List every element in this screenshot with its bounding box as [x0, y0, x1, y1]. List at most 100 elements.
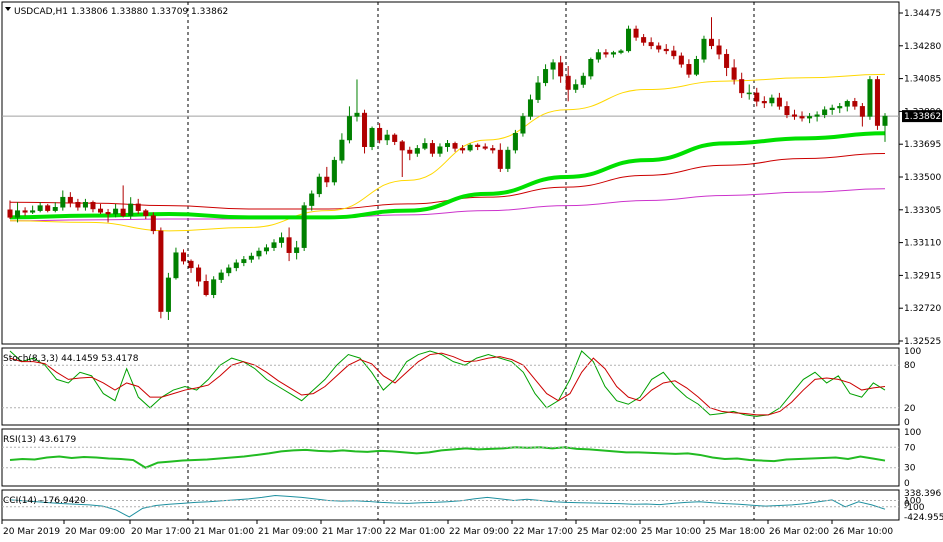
candle[interactable] [37, 202, 43, 213]
candle[interactable] [565, 65, 571, 102]
candle[interactable] [460, 145, 466, 154]
candle[interactable] [52, 202, 58, 213]
candle[interactable] [641, 34, 647, 46]
candle[interactable] [180, 249, 187, 265]
candle[interactable] [663, 44, 669, 55]
candle[interactable] [701, 35, 707, 63]
candle[interactable] [211, 276, 217, 299]
candle[interactable] [686, 59, 692, 78]
candle[interactable] [603, 49, 609, 58]
candle[interactable] [807, 113, 813, 124]
candle[interactable] [384, 129, 390, 146]
candle[interactable] [30, 205, 36, 215]
candles[interactable] [7, 17, 888, 320]
candle[interactable] [60, 190, 66, 211]
candle[interactable] [482, 143, 488, 151]
candle[interactable] [218, 269, 224, 283]
candle[interactable] [814, 111, 820, 122]
candle[interactable] [233, 259, 239, 272]
candle[interactable] [437, 143, 443, 157]
candle[interactable] [648, 37, 654, 50]
candle[interactable] [837, 102, 843, 114]
candle[interactable] [475, 143, 481, 151]
candle[interactable] [105, 208, 111, 223]
candle[interactable] [45, 203, 51, 213]
candle[interactable] [286, 227, 292, 262]
candle[interactable] [279, 232, 285, 248]
candle[interactable] [852, 97, 858, 110]
candle[interactable] [294, 240, 300, 260]
candle[interactable] [301, 202, 307, 252]
candle[interactable] [739, 72, 745, 98]
candle[interactable] [558, 55, 564, 83]
candle[interactable] [90, 200, 96, 213]
candle[interactable] [346, 106, 352, 144]
candle[interactable] [226, 264, 232, 277]
candle[interactable] [746, 84, 752, 100]
candle[interactable] [467, 143, 473, 152]
candle[interactable] [241, 256, 247, 267]
candle[interactable] [716, 39, 722, 60]
candle[interactable] [656, 42, 662, 53]
candle[interactable] [128, 197, 134, 220]
candle[interactable] [444, 139, 451, 152]
candle[interactable] [535, 76, 541, 103]
candle[interactable] [271, 239, 277, 252]
candle[interactable] [392, 133, 398, 146]
candle[interactable] [754, 87, 760, 107]
candle[interactable] [708, 17, 715, 50]
candle[interactable] [844, 99, 850, 112]
candle[interactable] [143, 208, 149, 220]
candle[interactable] [414, 145, 420, 157]
candle[interactable] [512, 129, 518, 154]
candle[interactable] [595, 49, 601, 63]
candle[interactable] [874, 76, 880, 130]
candle[interactable] [724, 49, 730, 77]
candle[interactable] [150, 212, 156, 235]
candle[interactable] [377, 123, 383, 144]
candle[interactable] [203, 274, 209, 297]
candle[interactable] [316, 173, 322, 198]
candle[interactable] [15, 202, 21, 223]
candle[interactable] [527, 94, 533, 120]
candle[interactable] [82, 198, 88, 211]
candle[interactable] [369, 126, 375, 151]
candle[interactable] [867, 76, 873, 120]
candle[interactable] [784, 101, 790, 119]
candle[interactable] [678, 52, 684, 68]
candle[interactable] [490, 145, 496, 154]
candle[interactable] [769, 94, 775, 107]
candle[interactable] [505, 146, 511, 172]
candle[interactable] [422, 138, 428, 151]
candle[interactable] [799, 111, 805, 122]
candle[interactable] [98, 203, 104, 215]
candle[interactable] [610, 50, 616, 58]
candle[interactable] [158, 227, 164, 319]
candle[interactable] [339, 133, 345, 164]
candle[interactable] [829, 104, 835, 115]
candle[interactable] [407, 146, 413, 161]
candle[interactable] [7, 200, 13, 220]
candle[interactable] [671, 45, 677, 60]
candle[interactable] [618, 49, 624, 55]
candle[interactable] [165, 272, 171, 320]
candle[interactable] [497, 143, 503, 172]
candle[interactable] [324, 166, 330, 188]
candle[interactable] [693, 55, 699, 77]
candle[interactable] [248, 252, 254, 263]
candle[interactable] [588, 57, 594, 80]
candle[interactable] [550, 59, 556, 80]
candle[interactable] [173, 247, 179, 280]
candle[interactable] [309, 190, 315, 211]
candle[interactable] [580, 72, 586, 88]
candle[interactable] [573, 79, 579, 93]
candle[interactable] [67, 192, 73, 208]
candle[interactable] [626, 25, 632, 53]
candle[interactable] [362, 109, 368, 154]
candle[interactable] [196, 264, 202, 287]
candle[interactable] [761, 96, 767, 109]
candle[interactable] [120, 185, 126, 218]
candle[interactable] [731, 59, 737, 85]
candle[interactable] [859, 102, 865, 127]
